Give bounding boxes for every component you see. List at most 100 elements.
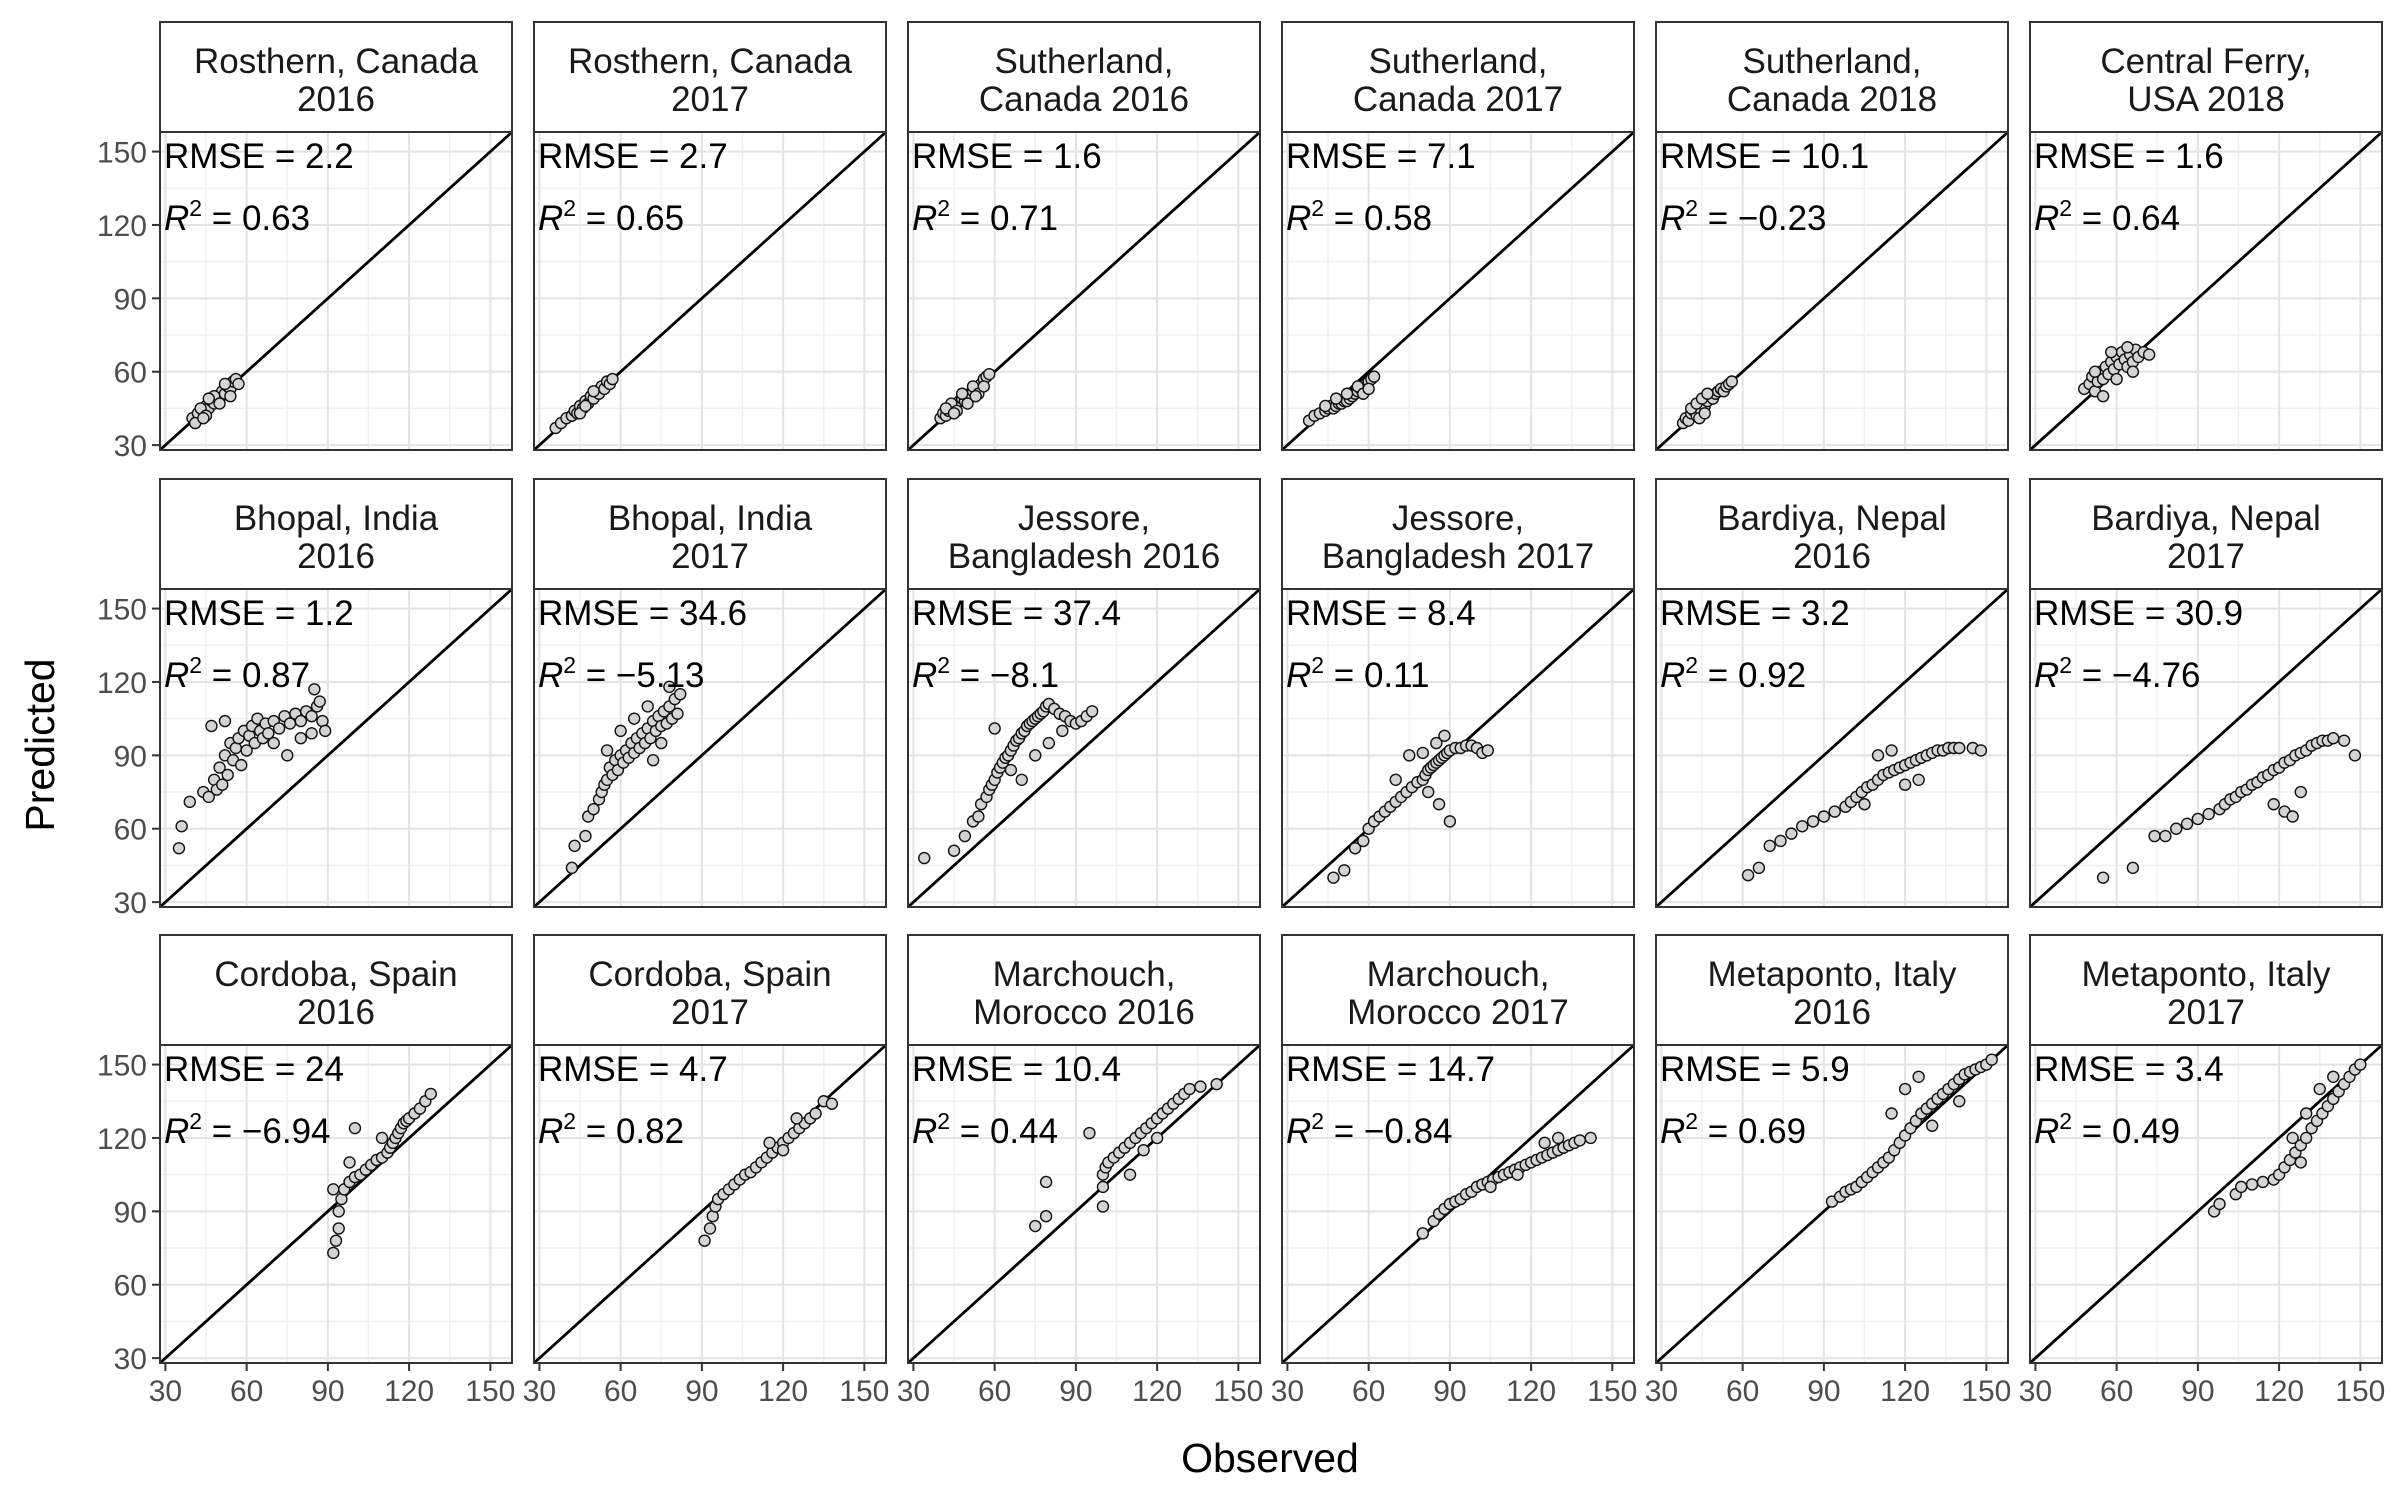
- strip-title: 2017: [671, 80, 749, 119]
- data-point: [1774, 834, 1787, 848]
- data-point: [221, 768, 234, 782]
- data-point: [958, 829, 972, 843]
- x-tick-label: 60: [604, 1375, 637, 1408]
- panel-border: [2029, 131, 2383, 451]
- data-point: [327, 1246, 340, 1260]
- data-point: [2256, 1175, 2270, 1189]
- panel-border: [159, 131, 513, 451]
- data-point: [568, 839, 581, 853]
- data-point: [183, 795, 196, 809]
- x-axis-title: Observed: [1181, 1435, 1359, 1481]
- data-point: [172, 842, 186, 855]
- data-point: [1416, 1227, 1430, 1240]
- panel-border: [1281, 131, 1635, 451]
- data-point: [2110, 372, 2123, 386]
- strip-title: Marchouch,: [993, 955, 1176, 994]
- data-point: [1389, 773, 1402, 786]
- y-tick-label: 90: [114, 740, 147, 773]
- data-point: [1912, 1070, 1925, 1084]
- rmse-label: RMSE = 1.6: [2034, 137, 2224, 176]
- strip-title: Canada 2018: [1727, 80, 1937, 119]
- data-point: [240, 744, 253, 757]
- data-point: [918, 851, 931, 865]
- data-point: [606, 372, 619, 386]
- data-point: [327, 1183, 340, 1196]
- strip-box: [533, 478, 887, 590]
- strip-box: [907, 478, 1261, 590]
- data-point: [1362, 382, 1375, 396]
- data-point: [224, 389, 237, 403]
- data-point: [1438, 729, 1451, 742]
- data-point: [1403, 749, 1416, 762]
- data-point: [977, 380, 991, 393]
- rmse-label: RMSE = 7.1: [1286, 137, 1476, 176]
- data-point: [2170, 822, 2183, 835]
- data-point: [627, 712, 641, 725]
- data-point: [2299, 1107, 2313, 1120]
- data-point: [983, 367, 996, 381]
- data-point: [348, 1121, 362, 1135]
- x-tick-label: 120: [1880, 1375, 1930, 1408]
- points: [565, 680, 687, 875]
- data-point: [329, 1234, 343, 1247]
- data-point: [1056, 724, 1069, 738]
- data-point: [332, 1205, 345, 1218]
- points: [327, 1087, 437, 1260]
- strip-box: [907, 21, 1261, 133]
- data-point: [2096, 389, 2110, 403]
- x-tick-label: 90: [685, 1375, 718, 1408]
- data-point: [1123, 1168, 1137, 1181]
- data-point: [646, 754, 660, 767]
- rmse-label: RMSE = 24: [164, 1050, 344, 1089]
- data-point: [1150, 1131, 1164, 1145]
- rmse-label: RMSE = 37.4: [912, 594, 1121, 633]
- rmse-label: RMSE = 14.7: [1286, 1050, 1495, 1089]
- data-point: [1484, 1180, 1497, 1194]
- data-point: [955, 387, 969, 400]
- r2-label: R2 = 0.87: [164, 652, 310, 695]
- points: [918, 697, 1099, 865]
- data-point: [1953, 1095, 1966, 1108]
- strip-title: 2016: [1793, 537, 1871, 576]
- facet-panel: Marchouch,Morocco 2017 RMSE = 14.7 R2 = −0…: [1271, 934, 1637, 1408]
- data-point: [1806, 815, 1820, 828]
- strip-title: Bardiya, Nepal: [2091, 499, 2321, 538]
- panel-border: [907, 131, 1261, 451]
- data-point: [1029, 1219, 1042, 1233]
- data-point: [1573, 1134, 1587, 1147]
- data-point: [2267, 798, 2280, 811]
- y-tick-label: 150: [97, 594, 147, 627]
- data-point: [703, 1222, 717, 1235]
- data-point: [1898, 1082, 1912, 1096]
- x-tick-label: 60: [2100, 1375, 2133, 1408]
- data-point: [232, 377, 245, 391]
- strip-title: Cordoba, Spain: [588, 955, 831, 994]
- data-point: [988, 722, 1001, 735]
- y-tick-label: 120: [97, 667, 147, 700]
- panel-border: [2029, 588, 2383, 908]
- strip-title: Bhopal, India: [608, 499, 813, 538]
- points: [186, 372, 245, 430]
- data-point: [790, 1112, 803, 1125]
- data-point: [1338, 864, 1351, 877]
- data-point: [197, 412, 210, 425]
- x-tick-label: 60: [1352, 1375, 1385, 1408]
- facet-panel: Jessore,Bangladesh 2016 RMSE = 37.4 R2 = −…: [907, 478, 1261, 909]
- data-point: [294, 732, 307, 745]
- strip-title: Morocco 2016: [973, 993, 1195, 1032]
- x-tick-label: 60: [978, 1375, 1011, 1408]
- data-point: [267, 736, 280, 750]
- data-point: [969, 389, 982, 403]
- strip-box: [159, 934, 513, 1046]
- data-point: [1029, 749, 1042, 762]
- x-tick-label: 150: [2335, 1375, 2385, 1408]
- data-point: [1858, 798, 1871, 811]
- data-point: [375, 1131, 389, 1145]
- data-point: [947, 407, 961, 420]
- panel-border: [1655, 1044, 2009, 1364]
- rmse-label: RMSE = 2.2: [164, 137, 354, 176]
